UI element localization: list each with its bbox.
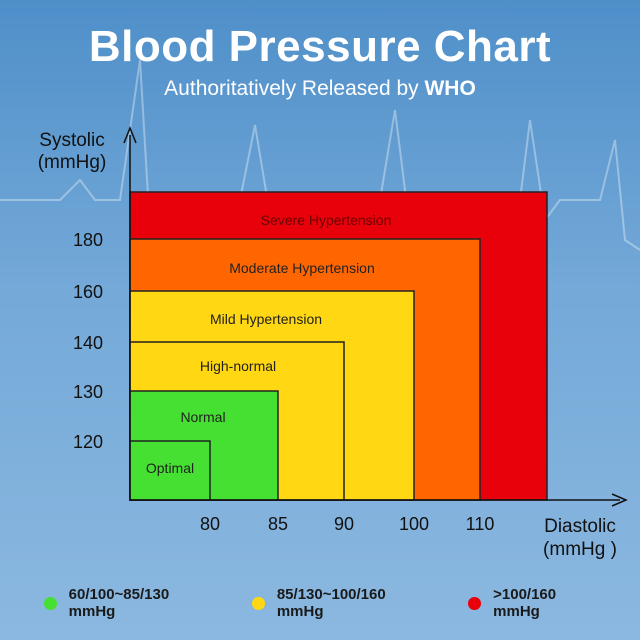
zone-label: Normal: [180, 409, 225, 425]
y-tick-label: 140: [73, 333, 103, 353]
x-axis-arrow-icon: [611, 493, 628, 507]
x-axis-label: Diastolic: [544, 516, 616, 537]
zone-label: Mild Hypertension: [210, 311, 322, 327]
x-axis-unit: (mmHg ): [543, 539, 617, 560]
x-tick-label: 100: [399, 514, 429, 534]
y-axis-label: Systolic: [39, 130, 104, 151]
x-tick-label: 80: [200, 514, 220, 534]
legend-item: >100/160 mmHg: [468, 586, 604, 620]
chart-title: Blood Pressure Chart: [88, 22, 552, 71]
legend-label: 85/130~100/160 mmHg: [276, 586, 386, 620]
zone-optimal: [129, 440, 211, 501]
y-tick-label: 120: [73, 432, 103, 452]
legend-item: 60/100~85/130 mmHg: [44, 586, 216, 620]
x-tick-label: 90: [334, 514, 354, 534]
zone-label: Moderate Hypertension: [229, 260, 375, 276]
x-tick-label: 85: [268, 514, 288, 534]
legend-dot-icon: [252, 596, 265, 610]
legend-dot-icon: [468, 596, 482, 610]
y-tick-label: 160: [73, 282, 103, 302]
x-tick-label: 110: [466, 514, 495, 534]
zone-label: Optimal: [146, 460, 194, 476]
zone-label: High-normal: [200, 358, 276, 374]
legend-dot-icon: [44, 596, 57, 610]
legend-label: 60/100~85/130 mmHg: [68, 586, 170, 620]
subtitle-org: WHO: [424, 77, 476, 100]
subtitle-text: Authoritatively Released by: [164, 77, 425, 100]
y-axis-arrow-icon: [123, 125, 137, 144]
y-tick-label: 180: [73, 230, 103, 250]
y-tick-label: 130: [73, 382, 103, 402]
legend: 60/100~85/130 mmHg 85/130~100/160 mmHg >10…: [44, 586, 640, 620]
y-axis-unit: (mmHg): [38, 152, 107, 173]
legend-item: 85/130~100/160 mmHg: [252, 586, 432, 620]
zone-label: Severe Hypertension: [261, 212, 392, 228]
legend-label: >100/160 mmHg: [493, 586, 557, 620]
chart-subtitle: Authoritatively Released by WHO: [0, 77, 640, 101]
